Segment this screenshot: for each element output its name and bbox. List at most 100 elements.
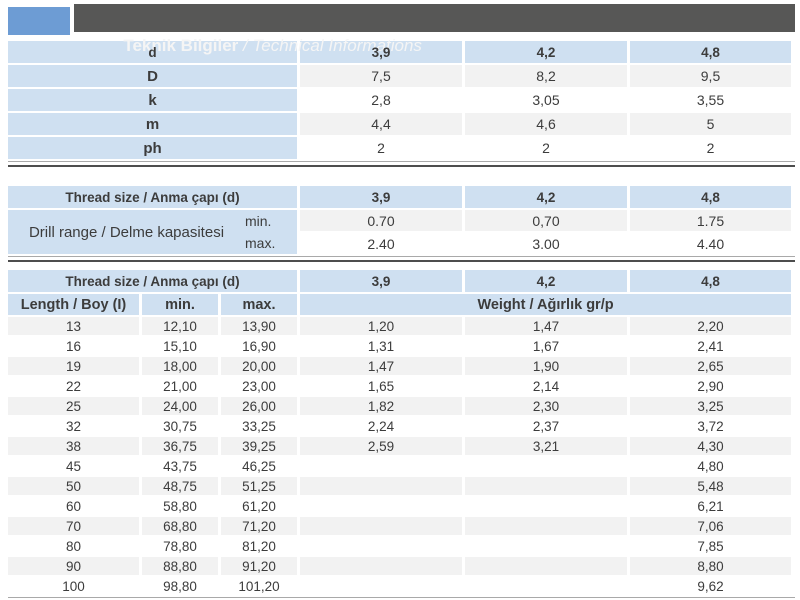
table-row: 38 36,75 39,25 2,59 3,21 4,30: [8, 437, 792, 455]
table-row: 13 12,10 13,90 1,20 1,47 2,20: [8, 317, 792, 335]
value-cell: 1,20: [300, 317, 463, 335]
value-cell: 2,41: [630, 337, 792, 355]
value-cell: 30,75: [142, 417, 218, 435]
value-cell: [465, 457, 628, 475]
value-cell: 26,00: [221, 397, 298, 415]
length-cell: 50: [8, 477, 139, 495]
value-cell: 6,21: [630, 497, 792, 515]
value-cell: 2,8: [300, 89, 462, 111]
table-row: 32 30,75 33,25 2,24 2,37 3,72: [8, 417, 792, 435]
value-cell: 0.70: [300, 210, 462, 231]
value-cell: [300, 577, 463, 595]
value-cell: 2,65: [630, 357, 792, 375]
value-cell: [465, 577, 628, 595]
title-bar: Teknik Bilgiler / Technical Informations: [8, 4, 795, 55]
value-cell: 51,25: [221, 477, 298, 495]
min-column-header: min.: [142, 294, 218, 315]
value-cell: 2.40: [300, 233, 462, 254]
value-cell: 71,20: [221, 517, 298, 535]
value-cell: 39,25: [221, 437, 298, 455]
length-cell: 16: [8, 337, 139, 355]
drill-range-table: Thread size / Anma çapı (d) 3,9 4,2 4,8 …: [5, 184, 794, 256]
length-cell: 90: [8, 557, 139, 575]
title-separator: /: [238, 36, 253, 55]
value-cell: 101,20: [221, 577, 298, 595]
page-title-turkish: Teknik Bilgiler: [123, 36, 239, 55]
table-row: 100 98,80 101,20 9,62: [8, 577, 792, 595]
thread-size-value: 3,9: [300, 186, 462, 208]
value-cell: 3,21: [465, 437, 628, 455]
value-cell: 2,14: [465, 377, 628, 395]
value-cell: 4.40: [630, 233, 791, 254]
value-cell: 3,72: [630, 417, 792, 435]
value-cell: [300, 557, 463, 575]
value-cell: 18,00: [142, 357, 218, 375]
value-cell: 1,82: [300, 397, 463, 415]
brand-accent-square: [8, 7, 70, 35]
value-cell: 20,00: [221, 357, 298, 375]
value-cell: 98,80: [142, 577, 218, 595]
table-row: 45 43,75 46,25 4,80: [8, 457, 792, 475]
row-label-cell: D: [8, 65, 297, 87]
value-cell: 2,37: [465, 417, 628, 435]
length-cell: 60: [8, 497, 139, 515]
value-cell: [465, 497, 628, 515]
value-cell: 3,55: [630, 89, 791, 111]
value-cell: 2,59: [300, 437, 463, 455]
row-label-cell: k: [8, 89, 297, 111]
length-cell: 80: [8, 537, 139, 555]
value-cell: 3.00: [465, 233, 627, 254]
thread-size-value: 4,2: [465, 186, 627, 208]
length-cell: 38: [8, 437, 139, 455]
table-row: m 4,4 4,6 5: [8, 113, 791, 135]
thread-size-value: 4,8: [630, 270, 792, 292]
table-row: Length / Boy (I) min. max. Weight / Ağır…: [8, 294, 792, 315]
value-cell: 1.75: [630, 210, 791, 231]
thread-size-header: Thread size / Anma çapı (d): [8, 270, 298, 292]
min-label: min.: [245, 213, 272, 229]
value-cell: 9,5: [630, 65, 791, 87]
value-cell: 9,62: [630, 577, 792, 595]
dimensions-table: d 3,9 4,2 4,8 D 7,5 8,2 9,5 k 2,8 3,05 3,55 m 4,4 4,6 5…: [5, 39, 794, 161]
value-cell: 48,75: [142, 477, 218, 495]
value-cell: 4,30: [630, 437, 792, 455]
thread-size-header: Thread size / Anma çapı (d): [8, 186, 297, 208]
value-cell: 7,06: [630, 517, 792, 535]
value-cell: [300, 517, 463, 535]
length-cell: 22: [8, 377, 139, 395]
value-cell: 4,6: [465, 113, 627, 135]
table-row: 25 24,00 26,00 1,82 2,30 3,25: [8, 397, 792, 415]
value-cell: 2,30: [465, 397, 628, 415]
value-cell: 2: [630, 137, 791, 159]
value-cell: 21,00: [142, 377, 218, 395]
table-row: Thread size / Anma çapı (d) 3,9 4,2 4,8: [8, 186, 791, 208]
value-cell: 0,70: [465, 210, 627, 231]
table-row: k 2,8 3,05 3,55: [8, 89, 791, 111]
table-row: 90 88,80 91,20 8,80: [8, 557, 792, 575]
drill-range-label: Drill range / Delme kapasitesi: [28, 223, 225, 241]
thread-size-value: 4,2: [465, 270, 628, 292]
table-row: ph 2 2 2: [8, 137, 791, 159]
value-cell: 68,80: [142, 517, 218, 535]
value-cell: 3,25: [630, 397, 792, 415]
value-cell: 7,85: [630, 537, 792, 555]
value-cell: 8,2: [465, 65, 627, 87]
table-row: d 3,9 4,2 4,8: [8, 41, 791, 63]
value-cell: 1,31: [300, 337, 463, 355]
table-row: 19 18,00 20,00 1,47 1,90 2,65: [8, 357, 792, 375]
table-divider: [8, 256, 795, 262]
value-cell: 7,5: [300, 65, 462, 87]
title-strip: Teknik Bilgiler / Technical Informations: [74, 4, 795, 55]
value-cell: 8,80: [630, 557, 792, 575]
length-cell: 32: [8, 417, 139, 435]
value-cell: 2: [300, 137, 462, 159]
thread-size-value: 4,8: [630, 186, 791, 208]
value-cell: [465, 517, 628, 535]
value-cell: 4,80: [630, 457, 792, 475]
length-column-header: Length / Boy (I): [8, 294, 139, 315]
value-cell: 1,47: [300, 357, 463, 375]
value-cell: [465, 557, 628, 575]
value-cell: 16,90: [221, 337, 298, 355]
value-cell: 36,75: [142, 437, 218, 455]
